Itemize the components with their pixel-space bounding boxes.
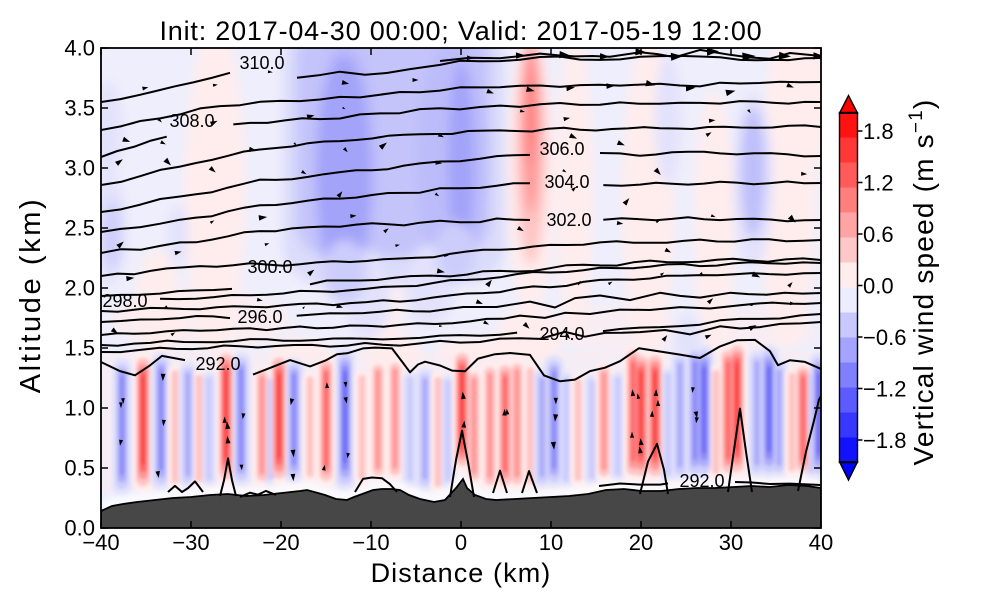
svg-text:292.0: 292.0 (679, 471, 724, 491)
svg-text:296.0: 296.0 (237, 307, 282, 327)
svg-text:298.0: 298.0 (102, 291, 147, 311)
svg-text:Init: 2017-04-30 00:00; Valid:: Init: 2017-04-30 00:00; Valid: 2017-05-1… (159, 16, 762, 46)
svg-text:308.0: 308.0 (169, 111, 214, 131)
svg-text:294.0: 294.0 (539, 324, 584, 344)
svg-text:300.0: 300.0 (247, 257, 292, 277)
svg-text:40: 40 (809, 530, 833, 555)
svg-text:−10: −10 (352, 530, 389, 555)
svg-text:4.0: 4.0 (64, 36, 95, 61)
svg-text:−30: −30 (172, 530, 209, 555)
svg-text:1.8: 1.8 (863, 119, 894, 144)
svg-text:304.0: 304.0 (544, 172, 589, 192)
svg-text:0: 0 (455, 530, 467, 555)
svg-text:3.0: 3.0 (64, 156, 95, 181)
svg-text:292.0: 292.0 (195, 354, 240, 374)
svg-text:−1.2: −1.2 (863, 377, 906, 402)
svg-text:306.0: 306.0 (539, 139, 584, 159)
svg-text:30: 30 (719, 530, 743, 555)
svg-text:302.0: 302.0 (546, 210, 591, 230)
svg-text:1.0: 1.0 (64, 396, 95, 421)
svg-text:2.0: 2.0 (64, 276, 95, 301)
svg-text:−40: −40 (82, 530, 119, 555)
svg-text:3.5: 3.5 (64, 96, 95, 121)
svg-text:0.0: 0.0 (64, 516, 95, 541)
svg-text:−0.6: −0.6 (863, 325, 906, 350)
svg-text:20: 20 (629, 530, 653, 555)
svg-text:10: 10 (539, 530, 563, 555)
svg-text:2.5: 2.5 (64, 216, 95, 241)
svg-text:Distance (km): Distance (km) (371, 558, 552, 588)
svg-text:0.5: 0.5 (64, 456, 95, 481)
svg-text:1.5: 1.5 (64, 336, 95, 361)
svg-text:−1.8: −1.8 (863, 428, 906, 453)
svg-text:Vertical wind speed (m s−1): Vertical wind speed (m s−1) (906, 99, 939, 466)
svg-text:0.0: 0.0 (863, 274, 894, 299)
svg-text:Altitude (km): Altitude (km) (15, 197, 47, 394)
svg-text:310.0: 310.0 (239, 53, 284, 73)
svg-text:1.2: 1.2 (863, 171, 894, 196)
svg-text:0.6: 0.6 (863, 222, 894, 247)
svg-text:−20: −20 (262, 530, 299, 555)
